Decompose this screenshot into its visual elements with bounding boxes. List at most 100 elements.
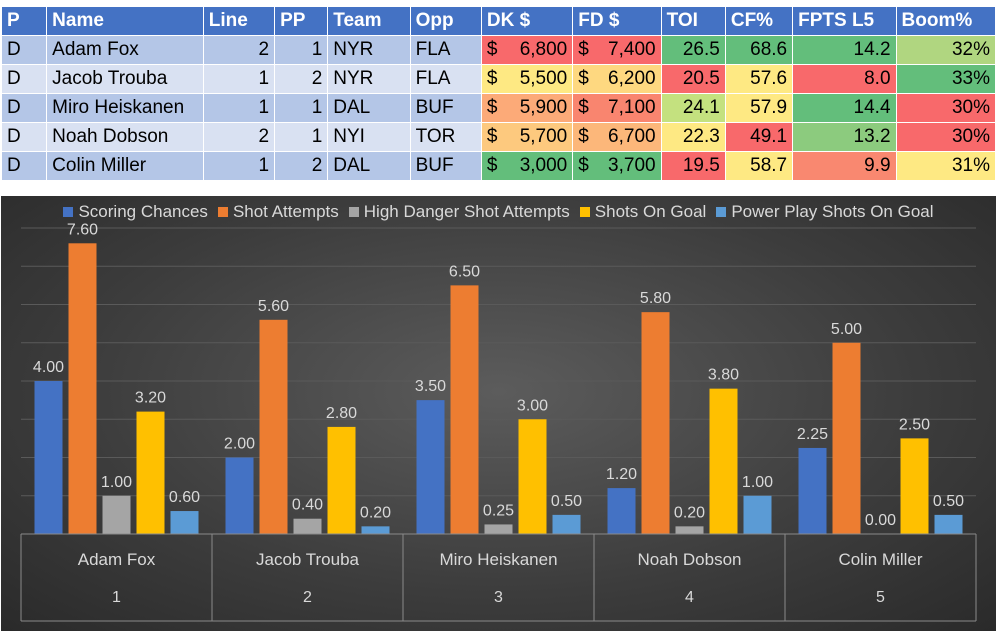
- dk-salary-cell: $5,700: [480, 122, 574, 152]
- fd-salary-cell: $6,200: [572, 64, 662, 94]
- column-header: TOI: [660, 6, 726, 36]
- salary-amount: 6,200: [608, 68, 656, 89]
- category-number-label: 2: [303, 589, 312, 606]
- data-label: 0.40: [292, 497, 323, 514]
- fd-salary-cell: $7,400: [572, 35, 662, 65]
- currency-symbol: $: [578, 39, 589, 60]
- legend-item: Power Play Shots On Goal: [716, 202, 934, 222]
- category-label: Miro Heiskanen: [439, 550, 557, 569]
- player-name-cell: Colin Miller: [46, 151, 204, 181]
- bar: [641, 312, 670, 534]
- line-cell: 2: [202, 35, 276, 65]
- team-cell: DAL: [327, 93, 411, 123]
- category-label: Noah Dobson: [638, 550, 742, 569]
- legend-swatch: [579, 207, 590, 217]
- player-name-cell: Noah Dobson: [46, 122, 204, 152]
- line-cell: 1: [202, 93, 276, 123]
- boom-pct-cell: 31%: [895, 151, 997, 181]
- category-number-label: 1: [112, 589, 121, 606]
- table-row: D Colin Miller 1 2 DAL BUF $3,000 $3,700 19.5 58.…: [0, 151, 997, 181]
- bar: [798, 447, 827, 534]
- bar: [552, 514, 581, 534]
- bar: [225, 457, 254, 534]
- pp-cell: 1: [274, 93, 329, 123]
- category-label: Colin Miller: [838, 550, 922, 569]
- data-label: 0.00: [865, 512, 896, 529]
- data-label: 5.80: [640, 290, 671, 307]
- currency-symbol: $: [486, 155, 498, 176]
- bar: [34, 381, 63, 534]
- bar: [136, 411, 165, 534]
- table-row: D Jacob Trouba 1 2 NYR FLA $5,500 $6,200 20.5 57.…: [0, 64, 997, 94]
- bar: [259, 319, 288, 534]
- line-cell: 2: [202, 122, 276, 152]
- fpts-l5-cell: 13.2: [792, 122, 897, 152]
- data-label: 0.60: [169, 489, 200, 506]
- position-cell: D: [0, 122, 48, 152]
- data-label: 6.50: [449, 263, 480, 280]
- legend-item: High Danger Shot Attempts: [348, 202, 570, 222]
- column-header: Opp: [409, 6, 482, 36]
- fpts-l5-cell: 8.0: [792, 64, 897, 94]
- pp-cell: 1: [274, 35, 329, 65]
- toi-cell: 26.5: [660, 35, 726, 65]
- data-label: 3.80: [708, 367, 739, 384]
- data-label: 3.50: [415, 378, 446, 395]
- fpts-l5-cell: 14.2: [792, 35, 897, 65]
- legend-label: High Danger Shot Attempts: [363, 202, 570, 221]
- cf-pct-cell: 58.7: [724, 151, 794, 181]
- fd-salary-cell: $7,100: [572, 93, 662, 123]
- bar: [518, 419, 547, 534]
- opponent-cell: FLA: [409, 35, 482, 65]
- table-row: D Miro Heiskanen 1 1 DAL BUF $5,900 $7,100 24.1 5…: [0, 93, 997, 123]
- data-label: 3.00: [517, 397, 548, 414]
- opponent-cell: FLA: [409, 64, 482, 94]
- table-row: D Adam Fox 2 1 NYR FLA $6,800 $7,400 26.5 68.6 14.…: [0, 35, 997, 65]
- pp-cell: 2: [274, 151, 329, 181]
- data-label: 7.60: [67, 221, 98, 238]
- data-label: 3.20: [135, 390, 166, 407]
- player-name-cell: Adam Fox: [46, 35, 204, 65]
- column-header: CF%: [724, 6, 794, 36]
- legend-swatch: [63, 207, 74, 217]
- legend-swatch: [716, 207, 727, 217]
- team-cell: NYI: [327, 122, 411, 152]
- legend-label: Shot Attempts: [232, 202, 339, 221]
- table-header-row: P Name Line PP Team Opp DK $ FD $ TOI CF% FPTS L5 B…: [0, 6, 997, 36]
- column-header: P: [0, 6, 48, 36]
- toi-cell: 19.5: [660, 151, 726, 181]
- boom-pct-cell: 33%: [895, 64, 997, 94]
- fd-salary-cell: $3,700: [572, 151, 662, 181]
- category-number-label: 3: [494, 589, 503, 606]
- bar: [607, 488, 636, 534]
- dk-salary-cell: $5,500: [480, 64, 574, 94]
- bar: [416, 400, 445, 534]
- data-label: 2.80: [326, 405, 357, 422]
- pp-cell: 1: [274, 122, 329, 152]
- cf-pct-cell: 57.6: [724, 64, 794, 94]
- currency-symbol: $: [486, 39, 498, 60]
- data-label: 1.00: [742, 474, 773, 491]
- position-cell: D: [0, 93, 48, 123]
- legend-item: Shot Attempts: [217, 202, 339, 222]
- dk-salary-cell: $6,800: [480, 35, 574, 65]
- bar: [170, 511, 199, 534]
- column-header: FPTS L5: [792, 6, 897, 36]
- legend-label: Scoring Chances: [78, 202, 208, 221]
- stats-bar-chart: Scoring Chances Shot Attempts High Danger …: [1, 196, 996, 631]
- salary-amount: 3,700: [608, 155, 656, 176]
- cf-pct-cell: 49.1: [724, 122, 794, 152]
- legend-swatch: [348, 207, 359, 217]
- cf-pct-cell: 57.9: [724, 93, 794, 123]
- data-label: 5.60: [258, 298, 289, 315]
- salary-amount: 5,700: [519, 126, 568, 147]
- data-label: 2.50: [899, 416, 930, 433]
- toi-cell: 24.1: [660, 93, 726, 123]
- position-cell: D: [0, 151, 48, 181]
- data-label: 0.50: [551, 493, 582, 510]
- toi-cell: 22.3: [660, 122, 726, 152]
- currency-symbol: $: [578, 155, 589, 176]
- pp-cell: 2: [274, 64, 329, 94]
- column-header: FD $: [572, 6, 662, 36]
- bar: [832, 342, 861, 534]
